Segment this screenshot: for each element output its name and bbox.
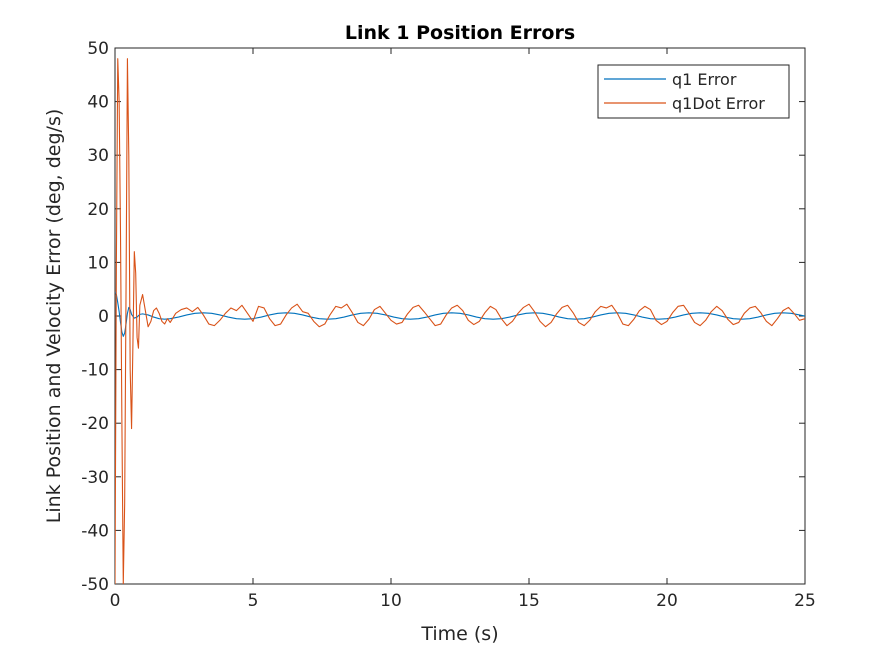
y-tick-label: -20 <box>81 414 109 434</box>
chart-title: Link 1 Position Errors <box>345 22 575 44</box>
legend-label-q1dot-error: q1Dot Error <box>672 94 765 113</box>
y-tick-label: 40 <box>87 93 109 113</box>
y-tick-label: 50 <box>87 39 109 59</box>
series-line-q1dot-error <box>115 58 805 584</box>
legend: q1 Error q1Dot Error <box>597 64 790 119</box>
y-tick-label: -50 <box>81 575 109 595</box>
y-tick-label: -30 <box>81 468 109 488</box>
x-tick-label: 0 <box>110 591 121 611</box>
x-tick-label: 10 <box>380 591 402 611</box>
x-tick-label: 15 <box>518 591 540 611</box>
x-axis-label: Time (s) <box>420 623 498 645</box>
y-tick-label: 0 <box>98 307 109 327</box>
series-line-q1-error <box>115 291 805 337</box>
legend-label-q1-error: q1 Error <box>672 70 737 89</box>
y-tick-label: 20 <box>87 200 109 220</box>
y-tick-label: -10 <box>81 361 109 381</box>
x-tick-label: 5 <box>248 591 259 611</box>
plot-area <box>114 47 806 585</box>
x-tick-label: 20 <box>656 591 678 611</box>
series-layer <box>115 58 805 584</box>
y-tick-label: 10 <box>87 253 109 273</box>
x-tick-label: 25 <box>794 591 816 611</box>
axis-ticks: 0 5 10 15 20 25 -50 -40 -30 -20 -10 0 10 20 30 40 50 <box>81 39 816 611</box>
legend-box <box>597 64 790 119</box>
y-axis-label: Link Position and Velocity Error (deg, d… <box>43 109 65 524</box>
y-tick-label: -40 <box>81 521 109 541</box>
y-tick-label: 30 <box>87 146 109 166</box>
